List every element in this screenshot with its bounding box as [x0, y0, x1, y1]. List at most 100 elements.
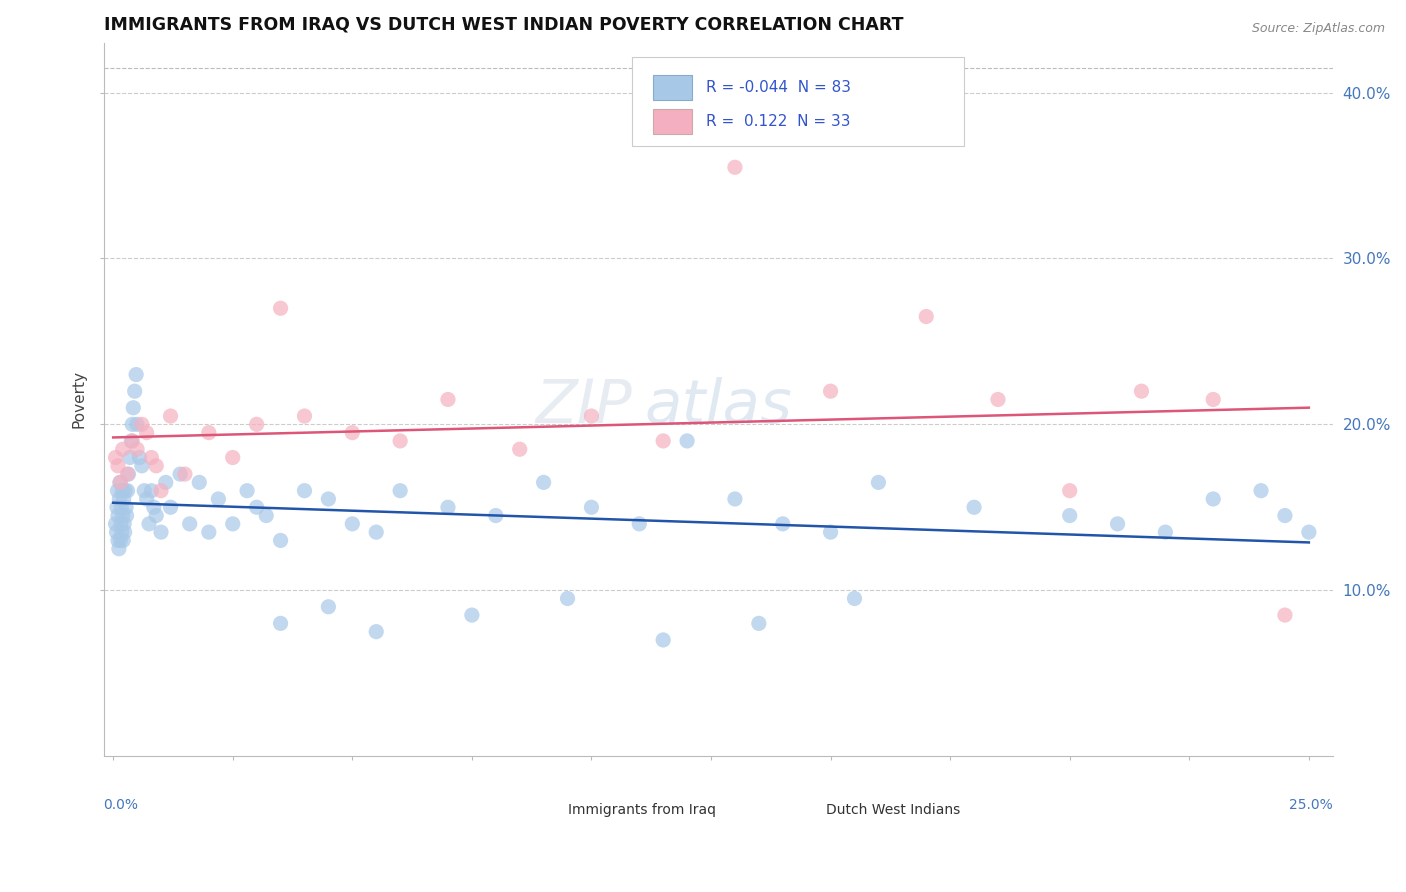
Point — [111, 525, 134, 540]
Point — [135, 425, 157, 440]
Point — [108, 491, 131, 506]
Point — [198, 425, 221, 440]
Bar — [534, 799, 561, 820]
Point — [150, 525, 173, 540]
Point — [581, 409, 603, 423]
Point — [131, 417, 153, 432]
Point — [772, 516, 794, 531]
Point — [115, 500, 138, 515]
Point — [1107, 516, 1129, 531]
Point — [114, 483, 136, 498]
Point — [557, 591, 579, 606]
Point — [652, 632, 675, 647]
Point — [246, 417, 269, 432]
Point — [141, 450, 163, 465]
Point — [142, 500, 165, 515]
Text: 0.0%: 0.0% — [104, 797, 139, 812]
Point — [915, 310, 938, 324]
Point — [105, 525, 128, 540]
Point — [120, 434, 142, 448]
Point — [112, 516, 135, 531]
Point — [155, 475, 177, 490]
Point — [121, 417, 143, 432]
Point — [1059, 483, 1081, 498]
Point — [342, 516, 364, 531]
Point — [145, 508, 167, 523]
Point — [135, 491, 157, 506]
Point — [111, 483, 134, 498]
FancyBboxPatch shape — [633, 57, 965, 146]
Point — [138, 516, 160, 531]
Point — [107, 483, 129, 498]
Point — [246, 500, 269, 515]
Point — [1202, 392, 1225, 407]
Point — [117, 483, 139, 498]
Point — [110, 516, 132, 531]
Point — [963, 500, 986, 515]
Point — [820, 384, 842, 399]
Point — [533, 475, 555, 490]
Point — [107, 533, 129, 548]
Point — [222, 516, 245, 531]
Point — [131, 458, 153, 473]
Point — [254, 508, 277, 523]
Point — [114, 525, 136, 540]
Point — [270, 533, 292, 548]
Point — [1274, 508, 1296, 523]
Point — [1130, 384, 1153, 399]
Point — [270, 301, 292, 316]
Point — [118, 450, 141, 465]
Y-axis label: Poverty: Poverty — [72, 370, 86, 428]
Point — [107, 458, 129, 473]
Point — [294, 483, 316, 498]
Point — [134, 483, 156, 498]
Point — [110, 500, 132, 515]
Point — [150, 483, 173, 498]
Point — [111, 442, 134, 457]
Text: IMMIGRANTS FROM IRAQ VS DUTCH WEST INDIAN POVERTY CORRELATION CHART: IMMIGRANTS FROM IRAQ VS DUTCH WEST INDIA… — [104, 15, 903, 33]
Point — [509, 442, 531, 457]
Point — [124, 384, 146, 399]
Point — [318, 491, 340, 506]
Text: R =  0.122  N = 33: R = 0.122 N = 33 — [706, 114, 851, 128]
Text: R = -0.044  N = 83: R = -0.044 N = 83 — [706, 80, 851, 95]
Point — [581, 500, 603, 515]
Point — [128, 450, 150, 465]
Point — [652, 434, 675, 448]
Point — [198, 525, 221, 540]
Point — [104, 516, 127, 531]
Point — [724, 491, 747, 506]
Bar — [652, 75, 692, 100]
Point — [868, 475, 890, 490]
Point — [104, 450, 127, 465]
Text: ZIP: ZIP — [536, 377, 633, 436]
Point — [159, 409, 181, 423]
Point — [987, 392, 1010, 407]
Point — [115, 508, 138, 523]
Point — [748, 616, 770, 631]
Point — [117, 467, 139, 482]
Point — [342, 425, 364, 440]
Point — [179, 516, 201, 531]
Point — [117, 467, 139, 482]
Point — [389, 434, 412, 448]
Point — [145, 458, 167, 473]
Point — [366, 525, 388, 540]
Point — [844, 591, 866, 606]
Point — [105, 500, 128, 515]
Point — [1274, 608, 1296, 623]
Point — [1250, 483, 1272, 498]
Point — [174, 467, 197, 482]
Text: Immigrants from Iraq: Immigrants from Iraq — [568, 803, 716, 816]
Point — [110, 533, 132, 548]
Point — [122, 401, 145, 415]
Point — [108, 475, 131, 490]
Point — [389, 483, 412, 498]
Point — [485, 508, 508, 523]
Point — [159, 500, 181, 515]
Point — [107, 508, 129, 523]
Text: 25.0%: 25.0% — [1289, 797, 1333, 812]
Bar — [652, 109, 692, 134]
Point — [111, 508, 134, 523]
Point — [112, 491, 135, 506]
